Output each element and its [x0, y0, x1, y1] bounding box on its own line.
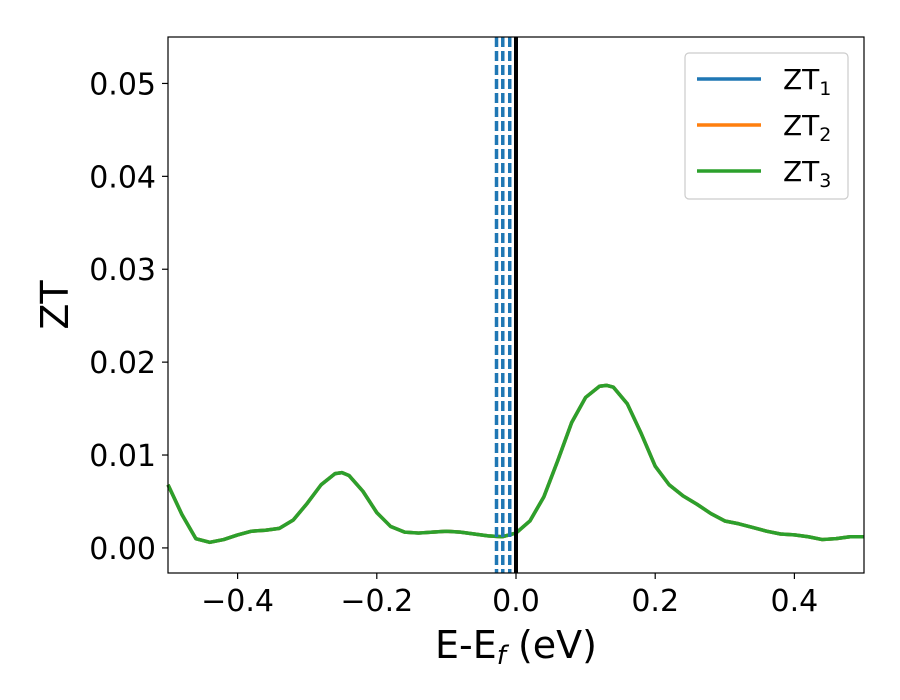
y-tick-label: 0.03	[89, 253, 156, 288]
y-tick-layer: 0.00 0.01 0.02 0.03 0.04 0.05	[89, 67, 168, 567]
y-tick-label: 0.01	[89, 439, 156, 474]
legend-frame	[684, 52, 849, 200]
x-tick-label: 0.0	[492, 584, 540, 619]
vline-layer	[494, 37, 518, 573]
x-axis-label: E-Ef (eV)	[435, 623, 597, 671]
legend-label-2: ZT2	[783, 109, 831, 146]
legend-label-3: ZT3	[783, 155, 831, 192]
x-tick-label: 0.2	[631, 584, 679, 619]
x-axis-label-unit: (eV)	[506, 623, 597, 667]
x-tick-layer: −0.4 −0.2 0.0 0.2 0.4	[201, 573, 818, 619]
legend-label-1: ZT1	[783, 63, 831, 100]
y-tick-label: 0.05	[89, 67, 156, 102]
x-tick-label: −0.4	[201, 584, 274, 619]
x-tick-label: 0.4	[771, 584, 819, 619]
y-tick-label: 0.00	[89, 532, 156, 567]
x-tick-label: −0.2	[340, 584, 413, 619]
y-axis-label: ZT	[33, 280, 77, 330]
x-axis-label-main: E-E	[435, 623, 497, 667]
y-tick-label: 0.02	[89, 346, 156, 381]
legend: ZT1 ZT2 ZT3	[684, 52, 849, 200]
y-tick-label: 0.04	[89, 160, 156, 195]
